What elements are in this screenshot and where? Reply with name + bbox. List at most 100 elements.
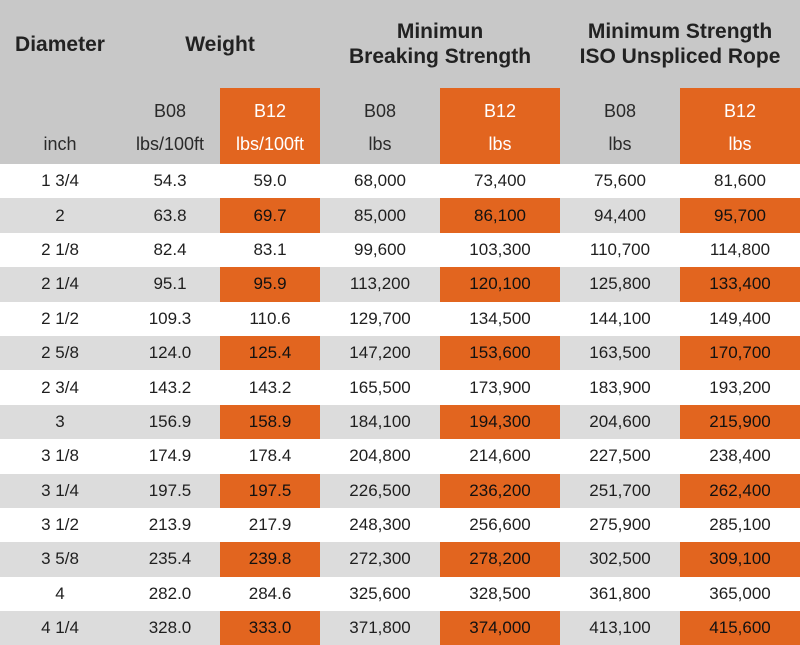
mbs-b08-cell: 371,800 [320, 611, 441, 645]
iso-b08-cell: 75,600 [560, 164, 681, 199]
table-row: 4 1/4 328.0 333.0 371,800 374,000 413,100 415,… [0, 611, 800, 645]
weight-b08-cell: 109.3 [120, 301, 220, 336]
mbs-b12-cell: 120,100 [440, 267, 561, 302]
breaking-strength-header: Minimun Breaking Strength [320, 0, 561, 88]
table-row: 1 3/4 54.3 59.0 68,000 73,400 75,600 81,600 [0, 164, 800, 199]
mbs-b12-cell: 134,500 [440, 301, 561, 336]
diameter-cell: 3 5/8 [0, 542, 120, 577]
iso-b12-cell: 81,600 [680, 164, 800, 199]
iso-b08-cell: 413,100 [560, 611, 681, 645]
weight-b08-cell: 197.5 [120, 473, 220, 508]
weight-b12-cell: 333.0 [220, 611, 321, 645]
table-row: 2 1/8 82.4 83.1 99,600 103,300 110,700 114,800 [0, 232, 800, 268]
diameter-header: Diameter [0, 0, 120, 88]
mbs-b08-cell: 325,600 [320, 576, 441, 612]
mbs-b12-cell: 103,300 [440, 232, 561, 268]
mbs-b08-cell: 85,000 [320, 198, 441, 233]
iso-b12-cell: 415,600 [680, 611, 800, 645]
mbs-b12-cell: 173,900 [440, 370, 561, 405]
weight-b12-cell: 178.4 [220, 439, 321, 474]
iso-b12-model: B12 [680, 88, 800, 128]
iso-b08-cell: 163,500 [560, 335, 681, 371]
iso-b08-cell: 251,700 [560, 473, 681, 508]
weight-b08-cell: 54.3 [120, 164, 220, 199]
diameter-unit: inch [0, 128, 120, 164]
diameter-cell: 3 1/8 [0, 439, 120, 474]
iso-b08-cell: 183,900 [560, 370, 681, 405]
diameter-cell: 2 1/8 [0, 232, 120, 268]
diameter-cell: 2 3/4 [0, 370, 120, 405]
mbs-b12-cell: 153,600 [440, 335, 561, 371]
table-row: 2 1/4 95.1 95.9 113,200 120,100 125,800 133,40… [0, 267, 800, 302]
iso-b08-cell: 227,500 [560, 439, 681, 474]
weight-b12-cell: 143.2 [220, 370, 321, 405]
iso-b08-unit: lbs [560, 128, 681, 164]
table-row: 2 1/2 109.3 110.6 129,700 134,500 144,100 149,… [0, 301, 800, 336]
diameter-cell: 3 1/2 [0, 507, 120, 543]
weight-b12-cell: 284.6 [220, 576, 321, 612]
weight-b12-cell: 95.9 [220, 267, 321, 302]
iso-b12-cell: 285,100 [680, 507, 800, 543]
weight-b08-cell: 82.4 [120, 232, 220, 268]
iso-strength-header: Minimum Strength ISO Unspliced Rope [560, 0, 800, 88]
iso-b08-cell: 110,700 [560, 232, 681, 268]
diameter-cell: 2 5/8 [0, 335, 120, 371]
iso-b12-cell: 170,700 [680, 335, 800, 371]
mbs-b08-cell: 204,800 [320, 439, 441, 474]
weight-b12-cell: 197.5 [220, 473, 321, 508]
diameter-cell: 2 1/4 [0, 267, 120, 302]
iso-b08-model: B08 [560, 88, 681, 128]
weight-b08-cell: 174.9 [120, 439, 220, 474]
weight-b12-cell: 239.8 [220, 542, 321, 577]
header-row-titles: Diameter Weight Minimun Breaking Strengt… [0, 0, 800, 88]
table-body: 1 3/4 54.3 59.0 68,000 73,400 75,600 81,600 2 63… [0, 164, 800, 645]
mbs-b08-cell: 129,700 [320, 301, 441, 336]
iso-b12-cell: 215,900 [680, 404, 800, 440]
table-row: 3 1/4 197.5 197.5 226,500 236,200 251,700 262,… [0, 473, 800, 508]
iso-b08-cell: 361,800 [560, 576, 681, 612]
table-row: 3 1/8 174.9 178.4 204,800 214,600 227,500 238,… [0, 439, 800, 474]
iso-b08-cell: 144,100 [560, 301, 681, 336]
table-row: 2 3/4 143.2 143.2 165,500 173,900 183,900 193,… [0, 370, 800, 405]
weight-b12-cell: 59.0 [220, 164, 321, 199]
table-row: 3 156.9 158.9 184,100 194,300 204,600 215,900 [0, 404, 800, 440]
weight-b08-unit: lbs/100ft [120, 128, 220, 164]
weight-b08-cell: 143.2 [120, 370, 220, 405]
mbs-b12-cell: 256,600 [440, 507, 561, 543]
table-row: 3 5/8 235.4 239.8 272,300 278,200 302,500 309,… [0, 542, 800, 577]
mbs-b12-cell: 328,500 [440, 576, 561, 612]
mbs-b08-cell: 248,300 [320, 507, 441, 543]
iso-b12-cell: 114,800 [680, 232, 800, 268]
breaking-strength-header-line1: Minimun [396, 20, 484, 43]
mbs-b08-cell: 99,600 [320, 232, 441, 268]
mbs-b08-cell: 226,500 [320, 473, 441, 508]
diameter-cell: 4 1/4 [0, 611, 120, 645]
weight-b08-cell: 328.0 [120, 611, 220, 645]
mbs-b12-cell: 236,200 [440, 473, 561, 508]
iso-b12-cell: 133,400 [680, 267, 800, 302]
table-row: 3 1/2 213.9 217.9 248,300 256,600 275,900 285,… [0, 507, 800, 543]
iso-b08-cell: 275,900 [560, 507, 681, 543]
mbs-b12-cell: 86,100 [440, 198, 561, 233]
table-row: 2 5/8 124.0 125.4 147,200 153,600 163,500 170,… [0, 335, 800, 371]
diameter-cell: 2 [0, 198, 120, 233]
weight-header: Weight [120, 0, 321, 88]
weight-b12-cell: 110.6 [220, 301, 321, 336]
iso-strength-header-line2: ISO Unspliced Rope [579, 45, 781, 68]
iso-b12-unit: lbs [680, 128, 800, 164]
mbs-b12-cell: 278,200 [440, 542, 561, 577]
diameter-cell: 3 1/4 [0, 473, 120, 508]
iso-b12-cell: 262,400 [680, 473, 800, 508]
mbs-b12-cell: 194,300 [440, 404, 561, 440]
weight-b12-cell: 125.4 [220, 335, 321, 371]
header-row-units: inch lbs/100ft lbs/100ft lbs lbs lbs lbs [0, 128, 800, 164]
weight-b08-cell: 63.8 [120, 198, 220, 233]
iso-b12-cell: 309,100 [680, 542, 800, 577]
iso-b12-cell: 365,000 [680, 576, 800, 612]
table-row: 2 63.8 69.7 85,000 86,100 94,400 95,700 [0, 198, 800, 233]
mbs-b08-unit: lbs [320, 128, 441, 164]
iso-b08-cell: 204,600 [560, 404, 681, 440]
table-row: 4 282.0 284.6 325,600 328,500 361,800 365,000 [0, 576, 800, 612]
model-empty-cell [0, 88, 120, 128]
weight-b12-cell: 83.1 [220, 232, 321, 268]
